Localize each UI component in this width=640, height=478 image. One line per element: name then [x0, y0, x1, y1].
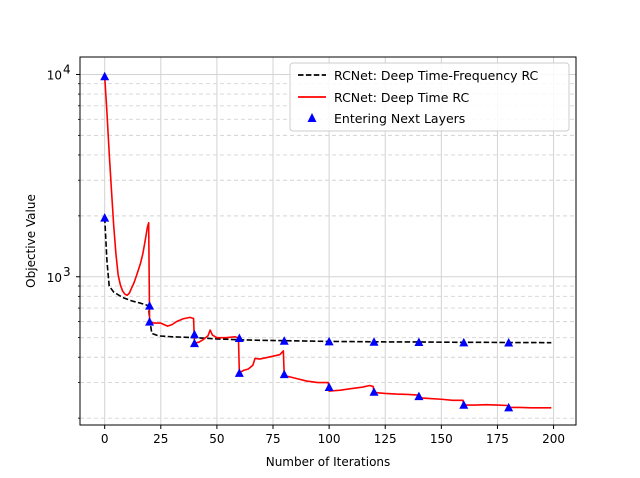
next-layer-marker [279, 336, 289, 345]
series-layer [100, 71, 552, 412]
next-layer-marker [145, 301, 155, 310]
next-layer-marker [459, 337, 469, 347]
next-layer-marker [369, 337, 379, 346]
x-tick-label: 100 [318, 432, 341, 446]
next-layer-marker [369, 387, 379, 396]
next-layer-marker [414, 337, 424, 346]
y-tick-label: 10 [47, 68, 62, 82]
next-layer-marker [189, 329, 199, 339]
y-tick-label-exponent: 4 [63, 62, 71, 76]
x-tick-label: 25 [153, 432, 168, 446]
next-layer-marker [414, 391, 424, 401]
legend-box [289, 62, 570, 132]
legend-swatch-markers [307, 113, 317, 122]
legend-label-time: RCNet: Deep Time RC [334, 90, 469, 105]
next-layer-marker [234, 333, 244, 343]
next-layer-marker [459, 400, 469, 409]
x-tick-label: 50 [209, 432, 224, 446]
next-layer-marker [279, 369, 289, 379]
next-layer-marker [145, 317, 155, 326]
next-layer-marker [324, 382, 334, 392]
next-layer-marker [189, 338, 199, 348]
x-axis-label: Number of Iterations [266, 455, 391, 469]
x-tick-label: 75 [265, 432, 280, 446]
y-tick-label: 10 [47, 271, 62, 285]
next-layer-marker [234, 368, 244, 377]
next-layer-marker [504, 402, 514, 412]
next-layer-marker [100, 71, 110, 81]
next-layer-marker [324, 336, 334, 346]
x-tick-label: 125 [374, 432, 397, 446]
plot-frame [79, 56, 577, 426]
legend: RCNet: Deep Time-Frequency RC RCNet: Dee… [289, 62, 570, 132]
x-tick-label: 150 [430, 432, 453, 446]
x-tick-label: 0 [101, 432, 109, 446]
x-tick-label: 175 [486, 432, 509, 446]
x-tick-label: 200 [542, 432, 565, 446]
y-axis-label: Objective Value [24, 194, 38, 288]
next-layer-marker [504, 338, 514, 347]
legend-label-time-frequency: RCNet: Deep Time-Frequency RC [334, 68, 539, 83]
legend-label-markers: Entering Next Layers [334, 111, 465, 126]
next-layer-marker [100, 213, 110, 222]
y-tick-label-exponent: 3 [63, 265, 71, 279]
